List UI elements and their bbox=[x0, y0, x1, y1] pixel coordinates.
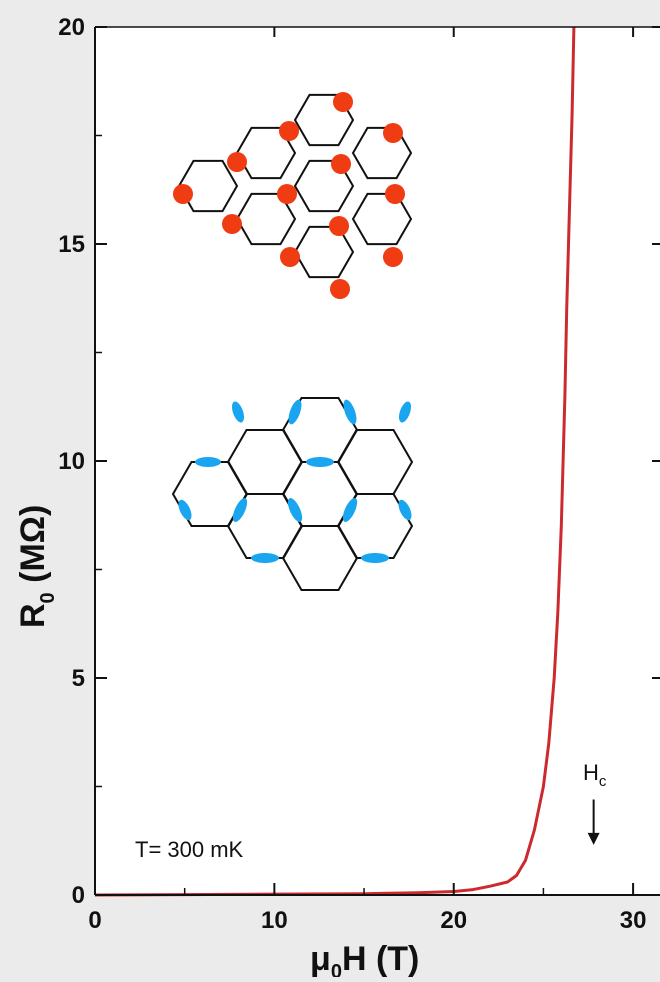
x-axis-title-tail: H (T) bbox=[342, 940, 419, 977]
y-tick-label: 10 bbox=[58, 448, 85, 475]
y-axis-title-tail: (MΩ) bbox=[14, 505, 52, 593]
y-tick-label: 15 bbox=[58, 231, 85, 258]
hc-label-main: H bbox=[583, 760, 599, 785]
lattice-dot bbox=[330, 279, 350, 299]
ticks-layer bbox=[94, 26, 660, 896]
lattice-dot bbox=[277, 184, 297, 204]
inset-lattice-lobes bbox=[171, 397, 414, 591]
hc-label-sub: c bbox=[599, 773, 607, 790]
y-axis-title-main: R bbox=[14, 603, 52, 628]
lattice-dot bbox=[385, 184, 405, 204]
lattice-hexagon bbox=[336, 493, 414, 559]
y-tick-label: 20 bbox=[58, 14, 85, 41]
lattice-lobe bbox=[398, 499, 412, 521]
lattice-dot bbox=[333, 92, 353, 112]
lattice-dot bbox=[383, 123, 403, 143]
lattice-lobe bbox=[251, 553, 279, 563]
lattice-lobe bbox=[288, 399, 302, 425]
plot-area bbox=[95, 27, 660, 895]
data-series-line bbox=[94, 26, 576, 897]
lattice-dot bbox=[331, 154, 351, 174]
lattice-lobe bbox=[343, 399, 357, 425]
lattice-dot bbox=[279, 121, 299, 141]
hc-arrow bbox=[587, 799, 600, 845]
lattice-dot bbox=[383, 247, 403, 267]
lattice-lobe bbox=[178, 499, 192, 521]
lattice-dot bbox=[280, 247, 300, 267]
lattice-lobe bbox=[195, 457, 221, 467]
x-tick-label: 20 bbox=[440, 907, 467, 934]
x-tick-label: 10 bbox=[261, 907, 288, 934]
inset-lattice-dots bbox=[173, 92, 413, 299]
tick-labels: 0 5 10 15 20 0 10 20 30 bbox=[58, 14, 646, 934]
temperature-label: T= 300 mK bbox=[135, 837, 244, 862]
lattice-lobe bbox=[342, 498, 358, 522]
y-tick-label: 0 bbox=[72, 882, 85, 909]
x-axis-title-main: μ bbox=[310, 940, 331, 977]
hc-label: Hc bbox=[583, 760, 607, 790]
lattice-dot bbox=[329, 216, 349, 236]
lattice-lobe bbox=[306, 457, 334, 467]
lattice-lobe bbox=[231, 401, 245, 423]
y-axis-title-sub: 0 bbox=[37, 592, 59, 603]
y-tick-label: 5 bbox=[72, 665, 85, 692]
x-tick-label: 0 bbox=[88, 907, 101, 934]
lattice-dot bbox=[227, 152, 247, 172]
lattice-dot bbox=[222, 214, 242, 234]
lattice-lobe bbox=[398, 401, 412, 423]
x-axis-title: μ0H (T) bbox=[310, 940, 419, 977]
lattice-dot bbox=[173, 184, 193, 204]
hc-arrow-head bbox=[587, 832, 600, 845]
x-axis-title-sub: 0 bbox=[331, 961, 342, 977]
lattice-lobe bbox=[287, 498, 303, 522]
lattice-lobe bbox=[361, 553, 389, 563]
lattice-lobe bbox=[232, 498, 248, 522]
series-layer bbox=[94, 26, 576, 897]
x-tick-label: 30 bbox=[620, 907, 647, 934]
y-axis-title: R0 (MΩ) bbox=[14, 505, 59, 628]
